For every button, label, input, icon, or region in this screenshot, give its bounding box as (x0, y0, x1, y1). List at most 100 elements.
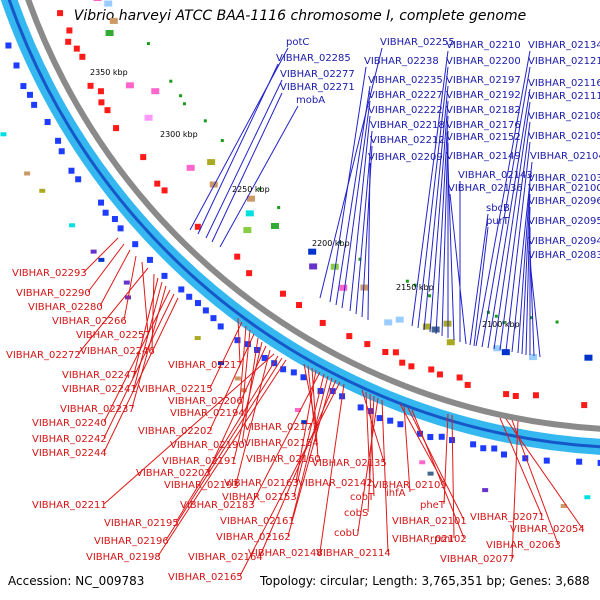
annotation-block (584, 354, 593, 361)
gene-track-edge (7, 0, 600, 449)
gene-label-reverse: VIBHAR_02195 (104, 518, 179, 529)
gene-label-forward: VIBHAR_02134 (528, 40, 600, 51)
leader-line (499, 121, 531, 351)
green-tick-mark (182, 102, 186, 106)
annotation-block (427, 471, 434, 476)
annotation-block (301, 420, 308, 425)
annotation-block (209, 181, 218, 188)
annotation-block (0, 132, 7, 137)
reverse-gene-mark (194, 223, 201, 230)
gene-label-reverse: VIBHAR_02266 (52, 316, 127, 327)
leader-line (411, 50, 449, 327)
leader-line (293, 373, 325, 497)
forward-gene-mark (58, 148, 65, 155)
scale-label: 2350 kbp (90, 68, 128, 77)
gene-label-reverse: VIBHAR_02190 (170, 440, 245, 451)
gene-label-forward: VIBHAR_02227 (368, 90, 443, 101)
leader-line (291, 375, 329, 521)
gene-label-forward: VIBHAR_02212 (370, 135, 445, 146)
green-tick-mark (203, 119, 207, 123)
leader-line (529, 260, 541, 358)
leader-line (233, 341, 263, 461)
forward-gene-mark (75, 176, 82, 183)
leader-line (429, 100, 449, 333)
gene-label-reverse: VIBHAR_02293 (12, 268, 87, 279)
forward-gene-mark (317, 388, 324, 395)
reverse-gene-mark (581, 402, 588, 409)
reverse-gene-mark (296, 302, 303, 309)
leader-line (319, 383, 345, 553)
annotation-block (93, 0, 102, 2)
leader-line (381, 399, 389, 553)
gene-label-reverse: VIBHAR_02148 (248, 548, 323, 559)
gene-label-forward: VIBHAR_02116 (528, 78, 600, 89)
gene-label-forward: VIBHAR_02271 (280, 82, 355, 93)
annotation-block (493, 345, 502, 352)
forward-gene-mark (280, 366, 287, 373)
leader-line (207, 345, 267, 473)
gene-label-reverse: VIBHAR_02063 (486, 540, 561, 551)
reverse-gene-mark (392, 349, 399, 356)
gene-label-reverse: VIBHAR_02217 (168, 360, 243, 371)
leader-line (511, 161, 533, 353)
annotation-block (218, 361, 224, 366)
annotation-block (395, 316, 404, 323)
gene-label-reverse: VIBHAR_02160 (246, 454, 321, 465)
leader-line (521, 193, 531, 355)
forward-gene-mark (576, 458, 583, 465)
reverse-gene-mark (66, 27, 73, 34)
gene-label-reverse: VIBHAR_02054 (510, 524, 585, 535)
map-title: Vibrio harveyi ATCC BAA-1116 chromosome … (73, 8, 527, 24)
forward-gene-mark (597, 459, 600, 466)
annotation-block (207, 159, 216, 166)
forward-gene-mark (543, 457, 550, 464)
annotation-block (501, 349, 510, 356)
reverse-gene-mark (65, 38, 72, 45)
annotation-block (90, 249, 97, 254)
gene-label-reverse: VIBHAR_02280 (28, 302, 103, 313)
genome-arcs (0, 0, 600, 455)
gene-label-reverse: VIBHAR_02241 (62, 384, 137, 395)
leader-line (369, 393, 375, 497)
forward-gene-mark (500, 451, 507, 458)
leader-line (417, 66, 449, 329)
leader-line (505, 141, 531, 352)
gene-label-reverse: VIBHAR_02135 (312, 458, 387, 469)
forward-gene-mark (117, 225, 124, 232)
gene-label-reverse: VIBHAR_02077 (440, 554, 515, 565)
label-leader-lines (77, 47, 583, 577)
gene-label-forward: VIBHAR_02121 (528, 56, 600, 67)
forward-gene-mark (5, 42, 12, 49)
leader-line (435, 115, 449, 335)
gene-label-forward: VIBHAR_02096 (528, 196, 600, 207)
gene-label-reverse: pheT (420, 500, 446, 511)
gene-label-forward: VIBHAR_02210 (446, 40, 521, 51)
forward-gene-mark (68, 167, 75, 174)
forward-gene-mark (376, 415, 383, 422)
leader-line (517, 183, 531, 354)
forward-gene-mark (244, 341, 251, 348)
reverse-gene-mark (382, 349, 389, 356)
reverse-gene-mark (428, 366, 435, 373)
annotation-block (245, 210, 254, 217)
gene-label-forward: VIBHAR_02222 (368, 105, 443, 116)
forward-gene-mark (387, 417, 394, 424)
gene-label-reverse: VIBHAR_02164 (188, 552, 263, 563)
annotation-block (194, 336, 201, 341)
gene-label-forward: VIBHAR_02100 (528, 183, 600, 194)
annotation-block (422, 323, 431, 330)
leader-line (287, 377, 333, 537)
leader-line (151, 273, 155, 351)
gene-label-reverse: VIBHAR_02071 (470, 512, 545, 523)
leader-line (451, 414, 455, 539)
annotation-block (243, 227, 252, 234)
reverse-gene-mark (364, 341, 371, 348)
leader-line (349, 115, 371, 312)
annotation-block (246, 195, 255, 202)
green-tick-mark (258, 187, 262, 191)
leader-line (197, 63, 279, 235)
reverse-gene-mark (456, 374, 463, 381)
reverse-gene-mark (161, 187, 168, 194)
gene-label-reverse: VIBHAR_02173 (244, 422, 319, 433)
